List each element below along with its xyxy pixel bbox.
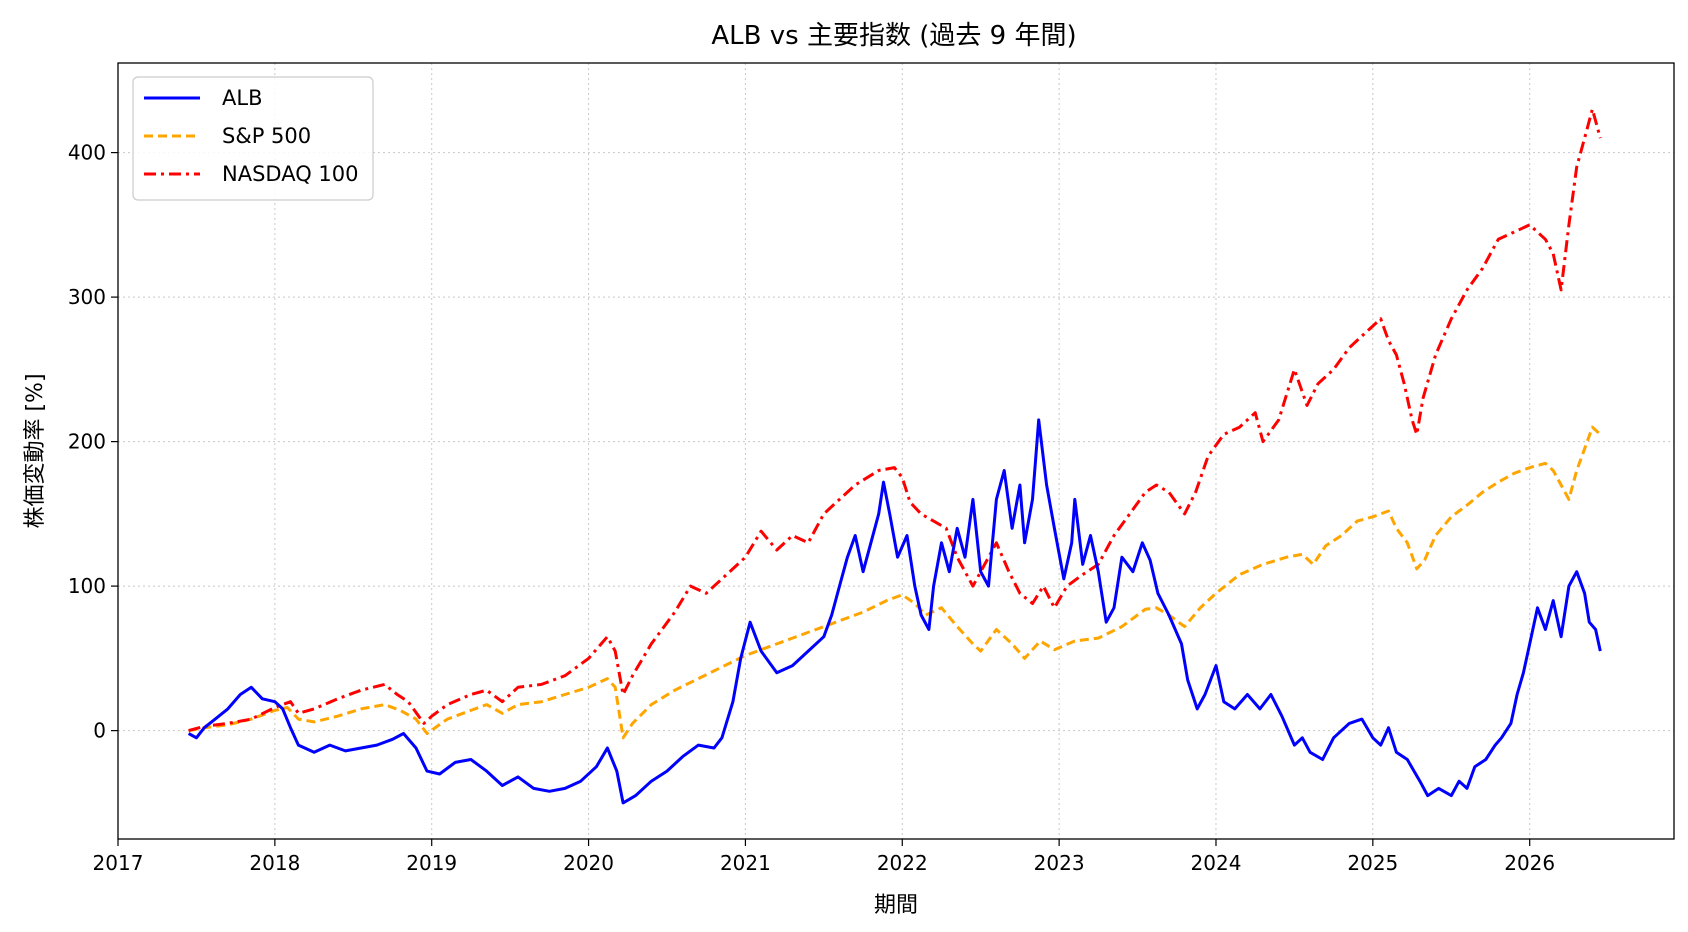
legend-label-sp500: S&P 500	[222, 124, 311, 148]
legend: ALB S&P 500 NASDAQ 100	[132, 76, 374, 201]
legend-box	[132, 76, 374, 201]
series-lines	[187, 107, 1602, 805]
series-line-alb	[187, 418, 1602, 805]
legend-label-nasdaq100: NASDAQ 100	[222, 162, 359, 186]
legend-label-alb: ALB	[222, 86, 262, 110]
grid-lines	[117, 63, 1674, 839]
y-tick-label: 100	[68, 574, 106, 598]
series-line-nasdaq-100	[188, 107, 1602, 733]
y-tick-label: 400	[68, 141, 106, 165]
y-tick-label: 200	[68, 430, 106, 454]
chart-title: ALB vs 主要指数 (過去 9 年間)	[711, 21, 1076, 51]
x-tick-label: 2026	[1504, 851, 1555, 875]
y-tick-label: 300	[68, 285, 106, 309]
x-tick-label: 2022	[877, 851, 928, 875]
x-tick-label: 2024	[1191, 851, 1242, 875]
x-tick-label: 2023	[1034, 851, 1085, 875]
x-tick-label: 2021	[720, 851, 771, 875]
y-tick-label: 0	[93, 719, 106, 743]
x-tick-label: 2018	[249, 851, 300, 875]
plot-area-frame	[117, 62, 1675, 840]
x-tick-label: 2017	[93, 851, 144, 875]
x-tick-label: 2020	[563, 851, 614, 875]
y-axis-label: 株価変動率 [%]	[23, 373, 48, 528]
x-tick-label: 2025	[1347, 851, 1398, 875]
x-tick-label: 2019	[406, 851, 457, 875]
x-axis-label: 期間	[874, 893, 918, 918]
series-line-s-p-500	[188, 425, 1602, 740]
axis-ticks: 2017 2018 2019 2020 2021 2022 2023 2024 2025 2026…	[68, 141, 1555, 875]
